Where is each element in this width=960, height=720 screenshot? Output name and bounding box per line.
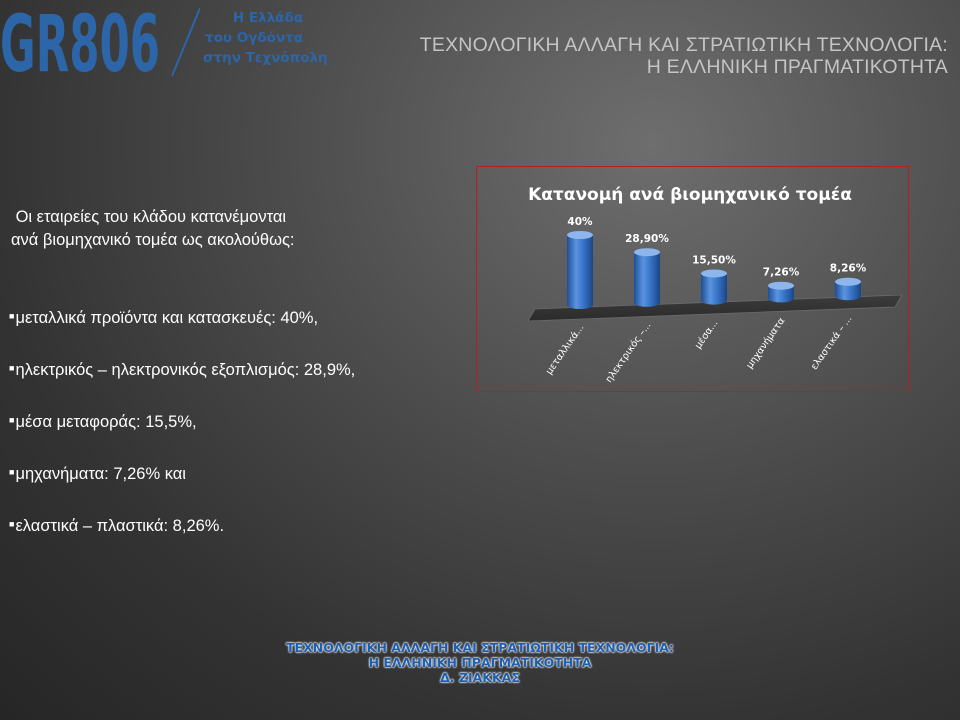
bullet-text: ελαστικά – πλαστικά: 8,26%.	[15, 517, 225, 535]
slide-title-line-1: ΤΕΧΝΟΛΟΓΙΚΗ ΑΛΛΑΓΗ ΚΑΙ ΣΤΡΑΤΙΩΤΙΚΗ ΤΕΧΝΟ…	[419, 34, 948, 56]
logo-tagline: Η Ελλάδα του Ογδόντα στην Τεχνόπολη	[203, 8, 328, 68]
chart-data-label: 8,26%	[830, 263, 867, 275]
sector-chart: Κατανομή ανά βιομηχανικό τομέα 40% 28,90%…	[476, 166, 909, 392]
bullet-dot-icon: ■	[9, 363, 15, 373]
chart-category-label: μηχανήματα	[744, 316, 787, 371]
chart-data-label: 40%	[567, 216, 593, 228]
bullet-item: ■μέσα μεταφοράς: 15,5%,	[9, 413, 197, 432]
footer-line-2: Η ΕΛΛΗΝΙΚΗ ΠΡΑΓΜΑΤΙΚΟΤΗΤΑ	[368, 655, 592, 670]
gr80s-logo-mark: GR806	[0, 0, 201, 90]
chart-category-label: ελαστικά – ...	[809, 314, 855, 372]
chart-bar-body	[701, 273, 727, 305]
chart-data-label: 15,50%	[692, 254, 736, 266]
footer-author: Δ. ΖΙΑΚΚΑΣ	[440, 670, 520, 685]
intro-line-1: Οι εταιρείες του κλάδου κατανέμονται	[11, 208, 287, 226]
chart-bar	[835, 277, 861, 301]
chart-bar-top	[835, 277, 861, 286]
bullet-dot-icon: ■	[9, 311, 15, 321]
logo-mark-text: GR806	[0, 0, 160, 80]
logo-line-3: στην Τεχνόπολη	[203, 50, 328, 66]
bullet-text: ηλεκτρικός – ηλεκτρονικός εξοπλισμός: 28…	[15, 361, 356, 379]
logo-slash	[171, 7, 201, 77]
footer-line-1: ΤΕΧΝΟΛΟΓΙΚΗ ΑΛΛΑΓΗ ΚΑΙ ΣΤΡΑΤΙΩΤΙΚΗ ΤΕΧΝΟ…	[286, 640, 674, 655]
chart-bar-top	[567, 231, 593, 239]
bullet-text: μηχανήματα: 7,26% και	[15, 465, 186, 483]
chart-bar	[768, 281, 794, 303]
chart-data-label: 7,26%	[763, 267, 800, 279]
chart-bar-body	[835, 281, 861, 301]
chart-category-label: μέσα...	[693, 318, 721, 351]
bullet-dot-icon: ■	[9, 415, 15, 425]
chart-bar-body	[634, 252, 660, 307]
chart-bar	[634, 248, 660, 307]
chart-bar-top	[634, 248, 660, 257]
logo-line-1: Η Ελλάδα	[232, 10, 303, 26]
chart-category-labels: μεταλλικά... ηλεκτρικός –... μέσα... μηχανή…	[544, 314, 855, 385]
chart-bar	[701, 269, 727, 305]
chart-category-label: μεταλλικά...	[544, 322, 587, 376]
bullet-item: ■μηχανήματα: 7,26% και	[9, 465, 186, 484]
chart-title: Κατανομή ανά βιομηχανικό τομέα	[528, 185, 852, 205]
chart-bar-top	[701, 269, 727, 278]
intro-line-2: ανά βιομηχανικό τομέα ως ακολούθως:	[11, 231, 295, 249]
bullet-item: ■μεταλλικά προϊόντα και κατασκευές: 40%,	[9, 309, 318, 328]
chart-category-label: ηλεκτρικός –...	[604, 320, 654, 385]
bullet-dot-icon: ■	[9, 467, 15, 477]
chart-data-label: 28,90%	[625, 233, 669, 245]
slide-title: ΤΕΧΝΟΛΟΓΙΚΗ ΑΛΛΑΓΗ ΚΑΙ ΣΤΡΑΤΙΩΤΙΚΗ ΤΕΧΝΟ…	[308, 34, 948, 78]
bullet-text: μέσα μεταφοράς: 15,5%,	[15, 413, 197, 431]
chart-bars	[567, 231, 861, 309]
bullet-text: μεταλλικά προϊόντα και κατασκευές: 40%,	[15, 309, 319, 327]
bullet-item: ■ηλεκτρικός – ηλεκτρονικός εξοπλισμός: 2…	[9, 361, 355, 380]
chart-bar	[567, 231, 593, 309]
slide-title-line-2: Η ΕΛΛΗΝΙΚΗ ΠΡΑΓΜΑΤΙΚΟΤΗΤΑ	[646, 56, 948, 78]
chart-canvas: Κατανομή ανά βιομηχανικό τομέα 40% 28,90%…	[527, 185, 903, 385]
intro-text: Οι εταιρείες του κλάδου κατανέμονται ανά…	[11, 206, 371, 252]
logo-line-2: του Ογδόντα	[204, 30, 303, 46]
gr80s-logo: GR806 Η Ελλάδα του Ογδόντα στην Τεχνόπολ…	[0, 0, 328, 90]
chart-bar-top	[768, 281, 794, 290]
chart-bar-body	[567, 235, 593, 309]
chart-bar-body	[768, 285, 794, 303]
chart-data-labels: 40% 28,90% 15,50% 7,26% 8,26%	[567, 216, 866, 279]
slide-footer: ΤΕΧΝΟΛΟΓΙΚΗ ΑΛΛΑΓΗ ΚΑΙ ΣΤΡΑΤΙΩΤΙΚΗ ΤΕΧΝΟ…	[0, 640, 960, 685]
bullet-item: ■ελαστικά – πλαστικά: 8,26%.	[9, 517, 224, 536]
bullet-dot-icon: ■	[9, 519, 15, 529]
